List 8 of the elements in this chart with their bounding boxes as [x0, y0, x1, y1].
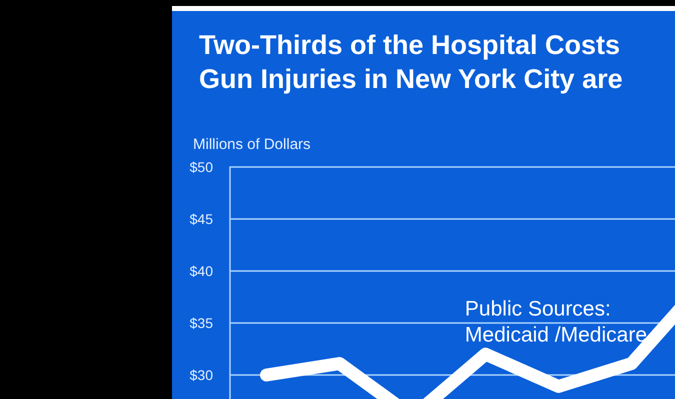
y-tick-label: $50: [190, 159, 214, 175]
y-tick-label: $40: [190, 263, 214, 279]
y-tick-label: $30: [190, 367, 214, 383]
series-label: Public Sources: Medicaid /Medicare: [464, 298, 648, 346]
y-tick-label: $35: [190, 315, 214, 331]
chart-title: Two-Thirds of the Hospital Costs Gun Injuries in New York City are: [199, 29, 623, 96]
y-axis-title: Millions of Dollars: [193, 136, 311, 153]
y-tick-label: $45: [190, 211, 214, 227]
